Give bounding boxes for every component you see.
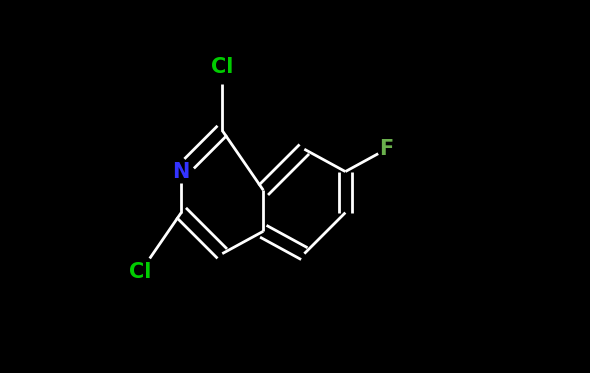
- Text: F: F: [379, 139, 394, 159]
- Text: N: N: [172, 162, 190, 182]
- Text: Cl: Cl: [211, 57, 234, 77]
- Text: Cl: Cl: [129, 262, 152, 282]
